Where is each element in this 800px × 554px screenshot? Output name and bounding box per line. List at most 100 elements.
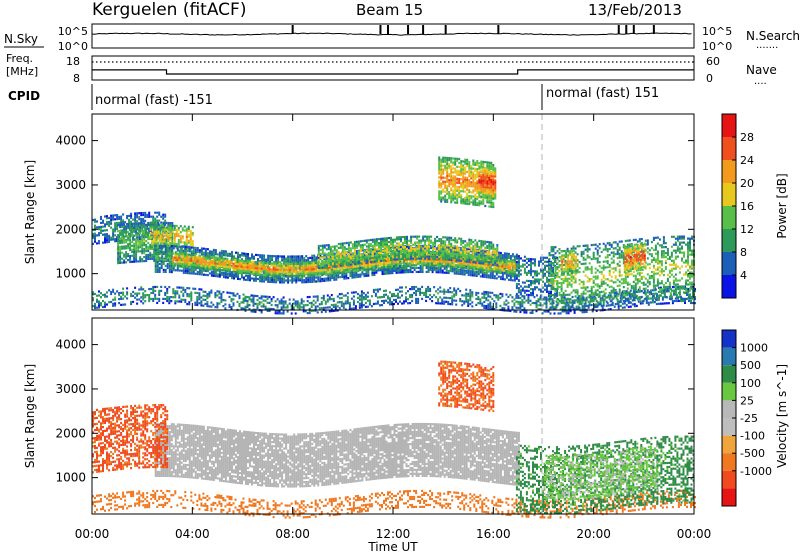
data-cell [325, 262, 328, 265]
data-cell [169, 224, 172, 227]
data-cell [281, 255, 284, 258]
data-cell [374, 264, 377, 268]
data-cell [218, 273, 221, 276]
data-cell [447, 261, 450, 264]
data-cell [369, 256, 372, 260]
data-cell [226, 276, 229, 279]
data-cell [233, 277, 235, 280]
data-cell [295, 277, 298, 280]
data-cell [353, 254, 356, 258]
data-cell [165, 242, 168, 245]
data-cell [279, 273, 282, 276]
data-cell [440, 164, 443, 167]
data-cell [252, 266, 255, 270]
data-cell [454, 237, 457, 240]
data-cell [492, 245, 495, 248]
data-cell [117, 260, 120, 263]
data-cell [513, 275, 516, 278]
data-cell [369, 260, 372, 264]
data-cell [424, 245, 427, 248]
data-cell [200, 271, 203, 274]
data-cell [375, 238, 378, 241]
data-cell [194, 264, 197, 267]
data-cell [377, 249, 380, 252]
data-cell [206, 261, 209, 264]
data-cell [301, 263, 304, 266]
noise-left-tick-top: 10^5 [58, 25, 88, 38]
data-cell [303, 259, 306, 262]
data-cell [170, 267, 173, 270]
data-cell [178, 260, 181, 263]
data-cell [400, 244, 402, 247]
data-cell [428, 255, 431, 258]
data-cell [469, 250, 472, 253]
data-cell [396, 252, 398, 255]
data-cell [351, 256, 354, 259]
data-cell [356, 265, 359, 268]
data-cell [309, 256, 312, 259]
data-cell [304, 264, 307, 267]
data-cell [415, 264, 418, 267]
data-cell [160, 256, 163, 259]
data-cell [438, 166, 441, 169]
data-cell [192, 270, 195, 273]
data-cell [365, 270, 368, 273]
data-cell [288, 268, 291, 271]
data-cell [176, 265, 179, 268]
data-cell [449, 270, 452, 273]
data-cell [396, 254, 398, 257]
data-cell [513, 259, 516, 262]
data-cell [442, 190, 445, 193]
data-cell [382, 249, 384, 252]
data-cell [184, 253, 187, 256]
data-cell [247, 276, 249, 280]
data-cell [351, 247, 354, 250]
data-cell [509, 272, 512, 275]
data-cell [347, 277, 350, 280]
data-cell [354, 265, 357, 268]
data-cell [495, 273, 498, 276]
data-cell [460, 251, 463, 254]
data-cell [493, 270, 496, 273]
data-cell [511, 270, 514, 273]
data-cell [186, 253, 189, 256]
data-cell [309, 260, 312, 263]
data-cell [117, 240, 120, 243]
data-cell [258, 273, 261, 276]
data-cell [486, 244, 489, 248]
data-cell [171, 224, 174, 227]
data-cell [238, 263, 241, 266]
data-cell [407, 247, 410, 250]
data-cell [424, 235, 427, 238]
data-cell [218, 251, 221, 254]
data-cell [503, 262, 506, 265]
data-cell [351, 268, 354, 271]
data-cell [269, 258, 272, 262]
data-cell [348, 266, 351, 269]
data-cell [355, 240, 358, 243]
data-cell [214, 258, 217, 261]
data-cell [96, 220, 98, 223]
data-cell [240, 265, 243, 268]
data-cell [454, 249, 457, 252]
data-cell [172, 247, 175, 250]
data-cell [182, 249, 185, 252]
data-cell [214, 266, 217, 269]
power-data-cells [92, 156, 696, 315]
data-cell [263, 254, 266, 257]
data-cell [390, 254, 392, 257]
data-cell [192, 246, 195, 249]
data-cell [399, 264, 401, 267]
data-cell [231, 277, 233, 280]
data-cell [117, 244, 120, 247]
data-cell [212, 274, 215, 277]
data-cell [375, 258, 378, 261]
data-cell [413, 260, 416, 263]
data-cell [386, 245, 388, 248]
data-cell [369, 258, 372, 261]
data-cell [145, 228, 148, 231]
data-cell [168, 261, 171, 264]
data-cell [133, 222, 136, 225]
data-cell [341, 242, 344, 245]
data-cell [295, 281, 298, 284]
